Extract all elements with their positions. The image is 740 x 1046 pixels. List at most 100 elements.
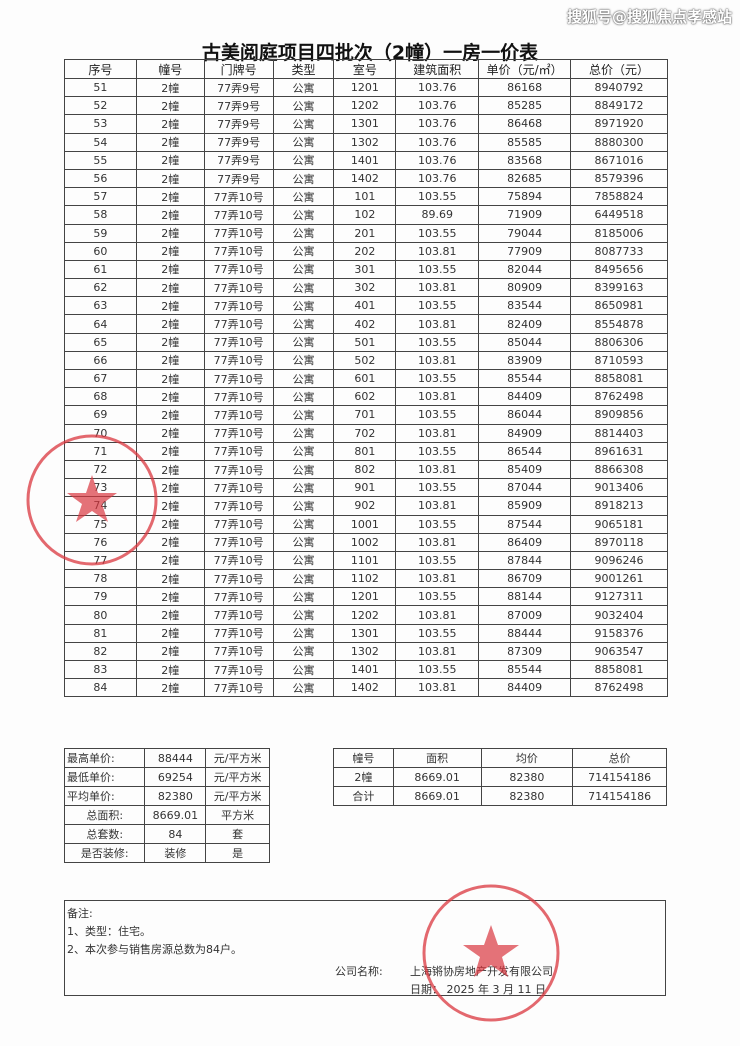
table-cell: 802: [333, 459, 397, 480]
table-cell: 公寓: [272, 623, 335, 643]
table-cell: 85585: [478, 132, 572, 152]
table-cell: 1302: [333, 641, 397, 662]
table-cell: 公寓: [272, 569, 335, 589]
column-header: 室号: [333, 59, 397, 79]
table-cell: 103.55: [395, 296, 480, 316]
table-cell: 2幢: [135, 296, 205, 316]
note-item: 1、类型：住宅。: [67, 925, 151, 938]
table-cell: 2幢: [135, 405, 205, 425]
table-cell: 77弄10号: [203, 314, 274, 334]
table-cell: 77弄10号: [203, 532, 274, 552]
table-cell: 公寓: [272, 296, 335, 316]
table-cell: 8806306: [570, 332, 668, 352]
table-cell: 公寓: [272, 259, 335, 280]
table-cell: 6449518: [570, 205, 668, 225]
table-cell: 201: [333, 223, 397, 243]
column-header: 类型: [272, 59, 335, 79]
table-cell: 66: [64, 350, 137, 371]
table-cell: 2幢: [135, 278, 205, 298]
table-cell: 8880300: [570, 132, 668, 152]
table-cell: 78: [64, 569, 137, 589]
table-cell: 9096246: [570, 550, 668, 571]
table-cell: 2幢: [135, 532, 205, 552]
table-cell: 89.69: [395, 205, 480, 225]
table-row: 70 2幢 77弄10号 公寓 702 103.81 84909 8814403: [64, 423, 668, 443]
table-cell: 77弄10号: [203, 569, 274, 589]
table-cell: 68: [64, 387, 137, 407]
table-cell: 77弄10号: [203, 278, 274, 298]
table-cell: 公寓: [272, 132, 335, 152]
table-cell: 1001: [333, 514, 397, 534]
table-cell: 77弄10号: [203, 387, 274, 407]
table-cell: 8579396: [570, 168, 668, 189]
table-cell: 8185006: [570, 223, 668, 243]
table-cell: 701: [333, 405, 397, 425]
table-cell: 103.55: [395, 259, 480, 280]
table-cell: 86709: [478, 569, 572, 589]
table-cell: 85409: [478, 459, 572, 480]
table-cell: 202: [333, 241, 397, 261]
table-cell: 8671016: [570, 150, 668, 170]
column-header: 总价: [572, 748, 667, 768]
table-cell: 77弄10号: [203, 332, 274, 352]
table-cell: 77弄10号: [203, 550, 274, 571]
table-cell: 2幢: [135, 332, 205, 352]
table-cell: 103.55: [395, 368, 480, 389]
table-cell: 1401: [333, 150, 397, 170]
summary-cell: 平方米: [205, 805, 270, 825]
table-cell: 601: [333, 368, 397, 389]
table-cell: 502: [333, 350, 397, 371]
table-cell: 77弄10号: [203, 350, 274, 371]
table-row: 63 2幢 77弄10号 公寓 401 103.55 83544 8650981: [64, 296, 668, 316]
table-cell: 59: [64, 223, 137, 243]
table-cell: 8669.01: [392, 767, 482, 787]
table-cell: 公寓: [272, 387, 335, 407]
table-cell: 77弄9号: [203, 114, 274, 134]
table-cell: 2幢: [135, 641, 205, 662]
watermark: 搜狐号@搜狐焦点孝感站: [566, 8, 732, 26]
table-cell: 77909: [478, 241, 572, 261]
table-cell: 2幢: [135, 514, 205, 534]
table-cell: 72: [64, 459, 137, 480]
table-row: 71 2幢 77弄10号 公寓 801 103.55 86544 8961631: [64, 441, 668, 461]
table-cell: 2幢: [135, 77, 205, 98]
table-cell: 1202: [333, 96, 397, 116]
table-cell: 103.76: [395, 96, 480, 116]
table-cell: 公寓: [272, 405, 335, 425]
table-row: 66 2幢 77弄10号 公寓 502 103.81 83909 8710593: [64, 350, 668, 371]
table-cell: 87544: [478, 514, 572, 534]
column-header: 门牌号: [203, 59, 274, 79]
table-cell: 103.55: [395, 587, 480, 607]
summary-cell: 8669.01: [144, 805, 207, 825]
table-cell: 2幢: [135, 168, 205, 189]
table-cell: 80909: [478, 278, 572, 298]
column-header: 幢号: [135, 59, 205, 79]
table-cell: 1301: [333, 114, 397, 134]
table-cell: 103.81: [395, 278, 480, 298]
table-cell: 77弄10号: [203, 587, 274, 607]
table-cell: 81: [64, 623, 137, 643]
table-cell: 103.81: [395, 569, 480, 589]
table-cell: 84: [64, 678, 137, 698]
note-item: 2、本次参与销售房源总数为84户。: [67, 943, 242, 956]
table-cell: 1301: [333, 623, 397, 643]
summary-cell: 最低单价:: [63, 767, 146, 787]
table-cell: 51: [64, 77, 137, 98]
table-cell: 1201: [333, 587, 397, 607]
table-cell: 公寓: [272, 532, 335, 552]
table-cell: 56: [64, 168, 137, 189]
table-cell: 76: [64, 532, 137, 552]
table-cell: 9158376: [570, 623, 668, 643]
table-cell: 79: [64, 587, 137, 607]
table-cell: 8495656: [570, 259, 668, 280]
table-cell: 77弄10号: [203, 659, 274, 680]
table-cell: 64: [64, 314, 137, 334]
table-cell: 公寓: [272, 678, 335, 698]
table-cell: 2幢: [135, 114, 205, 134]
table-cell: 8762498: [570, 387, 668, 407]
table-cell: 2幢: [135, 223, 205, 243]
table-cell: 公寓: [272, 278, 335, 298]
table-cell: 77弄10号: [203, 678, 274, 698]
table-row: 74 2幢 77弄10号 公寓 902 103.81 85909 8918213: [64, 496, 668, 516]
summary-cell: 是: [205, 843, 270, 863]
